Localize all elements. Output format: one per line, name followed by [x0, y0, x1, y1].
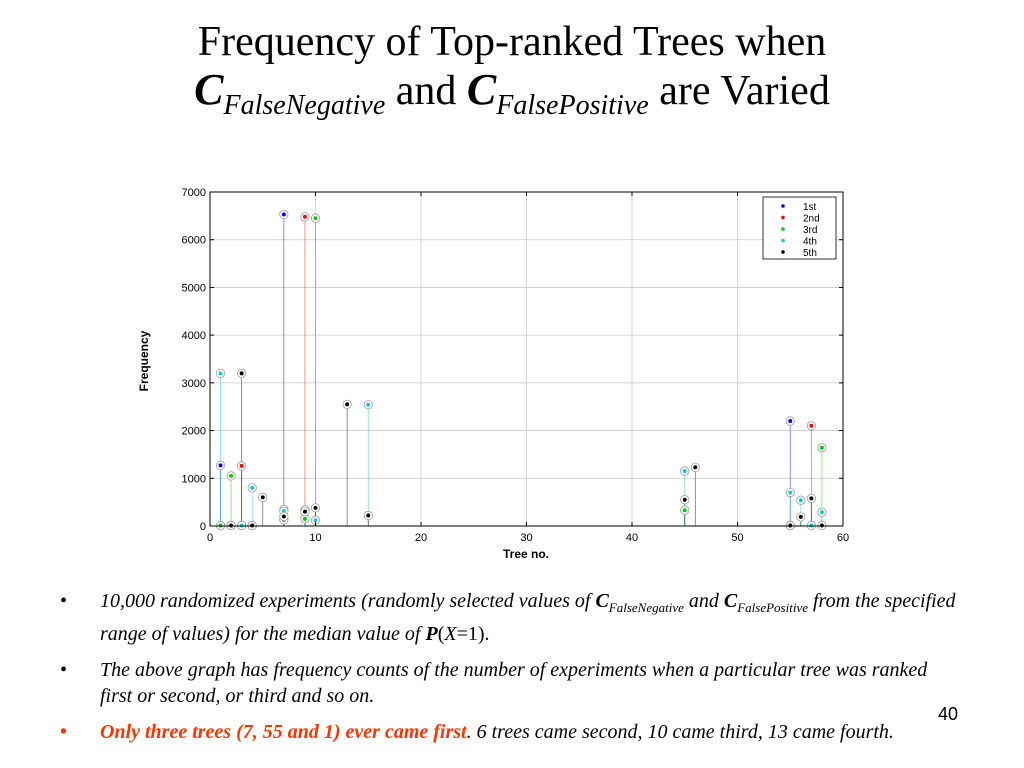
bullet-item-2: • The above graph has frequency counts of… [60, 657, 960, 709]
data-point-4th [366, 402, 371, 407]
title-end: are Varied [659, 68, 830, 114]
bullet-1-sub2: FalsePositive [737, 600, 808, 615]
legend-marker-2nd [781, 215, 785, 220]
title-line-1: Frequency of Top-ranked Trees when [197, 19, 827, 65]
x-tick-label: 50 [731, 532, 743, 544]
title-and: and [395, 68, 457, 114]
legend-marker-5th [781, 250, 785, 254]
bullet-1-p: P [425, 623, 438, 645]
data-point-1st [218, 463, 223, 468]
data-point-5th [693, 465, 698, 470]
legend-marker-1st [781, 204, 785, 208]
bullet-1-text-c: from the specified range of values) for … [100, 590, 956, 645]
bullet-1-c1: C [595, 590, 609, 612]
x-tick-label: 40 [626, 532, 638, 544]
legend-label-4th: 4th [803, 237, 817, 248]
x-tick-label: 20 [415, 532, 427, 544]
data-point-4th [682, 469, 687, 474]
data-point-1st [788, 419, 793, 424]
x-axis-label: Tree no. [503, 547, 549, 561]
legend-label-1st: 1st [803, 202, 817, 213]
bullet-dot: • [60, 721, 68, 743]
data-point-3rd [682, 508, 687, 513]
y-axis-label: Frequency [137, 330, 151, 391]
bullet-1-text-b: and [683, 590, 724, 612]
data-point-2nd [239, 463, 244, 468]
data-point-2nd [302, 214, 307, 219]
data-point-4th [788, 490, 793, 495]
y-tick-label: 7000 [182, 187, 206, 199]
x-tick-label: 60 [837, 532, 849, 544]
data-point-4th [313, 518, 318, 523]
legend-marker-3rd [781, 227, 785, 231]
bullet-item-1: • 10,000 randomized experiments (randomly… [60, 588, 960, 647]
data-point-5th [281, 514, 286, 519]
stem-layer [220, 214, 823, 526]
title-c-false-positive: C [466, 65, 497, 114]
title-c-false-negative: C [194, 65, 224, 114]
data-point-5th [798, 514, 803, 519]
bullet-list: • 10,000 randomized experiments (randomly… [60, 588, 960, 755]
data-point-3rd [313, 216, 318, 221]
y-tick-label: 1000 [182, 473, 206, 485]
point-layer [215, 209, 827, 531]
data-point-4th [250, 485, 255, 490]
bullet-2-text: The above graph has frequency counts of … [100, 659, 928, 707]
title-sub-false-negative: FalseNegative [223, 89, 386, 121]
bullet-1-x: X [444, 623, 457, 645]
legend-label-2nd: 2nd [803, 214, 820, 225]
y-tick-label: 6000 [182, 235, 206, 247]
y-tick-label: 5000 [182, 282, 206, 294]
bullet-dot: • [60, 659, 68, 681]
legend-marker-4th [781, 238, 785, 243]
data-point-3rd [302, 516, 307, 521]
data-point-4th [819, 510, 824, 515]
data-point-5th [313, 505, 318, 510]
y-tick-label: 0 [200, 521, 206, 533]
bullet-3-highlight: Only three trees (7, 55 and 1) ever came… [100, 721, 467, 743]
bullet-1-sub1: FalseNegative [608, 600, 684, 615]
legend-label-5th: 5th [803, 248, 817, 259]
data-point-5th [239, 371, 244, 376]
y-tick-label: 4000 [182, 330, 206, 342]
data-point-2nd [809, 423, 814, 428]
bullet-item-3: • Only three trees (7, 55 and 1) ever cam… [60, 719, 960, 745]
x-tick-label: 0 [207, 532, 213, 544]
data-point-5th [366, 513, 371, 518]
bullet-1-c2: C [723, 590, 738, 612]
title-line-2: CFalseNegative and CFalsePositive are Va… [0, 65, 1024, 120]
data-point-5th [260, 495, 265, 500]
data-point-1st [281, 212, 286, 217]
data-point-4th [798, 498, 803, 503]
page-number: 40 [938, 704, 959, 724]
y-tick-label: 2000 [182, 426, 206, 438]
legend-label-3rd: 3rd [803, 225, 817, 236]
bullet-1-text-e: =1). [456, 623, 490, 645]
slide-title: Frequency of Top-ranked Trees when CFals… [0, 18, 1024, 120]
bullet-3-text: . 6 trees came second, 10 came third, 13… [466, 721, 894, 743]
data-point-4th [218, 371, 223, 376]
data-point-5th [682, 497, 687, 502]
x-tick-label: 30 [520, 532, 532, 544]
y-tick-label: 3000 [182, 378, 206, 390]
title-sub-false-positive: FalsePositive [496, 89, 649, 121]
data-point-5th [345, 402, 350, 407]
bullet-1-text-d: ( [437, 623, 445, 645]
frequency-chart: 0 10 20 30 40 50 60 0 1000 2000 3000 4000 5000 6000 70… [137, 187, 850, 561]
data-point-3rd [819, 445, 824, 450]
bullet-dot: • [60, 590, 68, 612]
axis-layer: 0 10 20 30 40 50 60 0 1000 2000 3000 4000 5000 6000 70… [182, 187, 850, 544]
legend-box [762, 196, 837, 260]
data-point-5th [302, 509, 307, 514]
data-point-5th [809, 496, 814, 501]
data-point-3rd [229, 473, 234, 478]
x-tick-label: 10 [309, 532, 321, 544]
bullet-1-text-a: 10,000 randomized experiments (randomly … [100, 590, 596, 612]
